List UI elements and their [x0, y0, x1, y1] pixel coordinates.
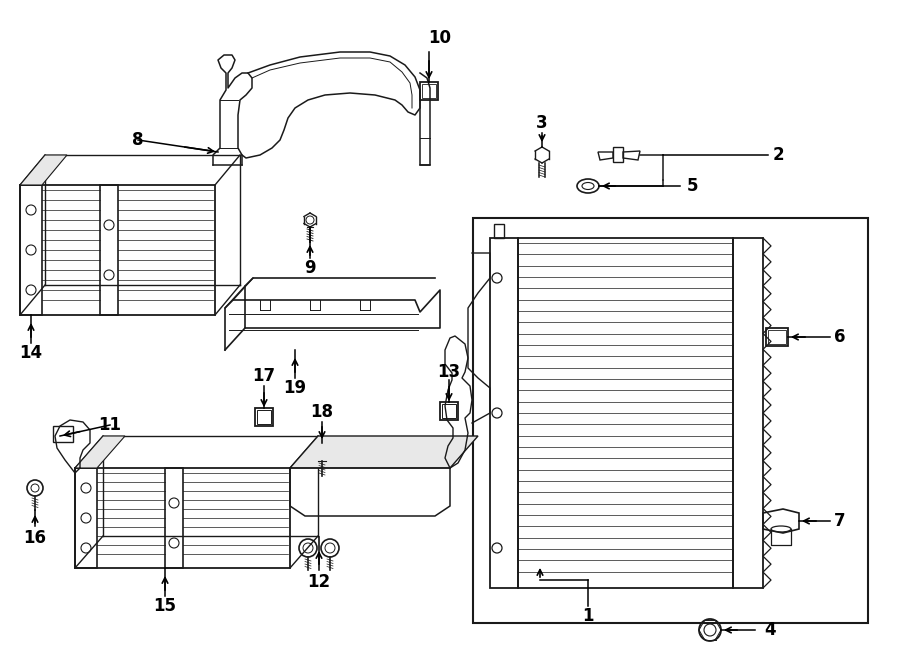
- Text: 1: 1: [582, 607, 594, 625]
- Polygon shape: [75, 436, 125, 468]
- Text: 17: 17: [252, 367, 275, 385]
- Bar: [20, 185, 42, 315]
- Bar: [442, 404, 456, 418]
- Bar: [440, 402, 458, 420]
- Bar: [733, 238, 763, 588]
- Bar: [766, 328, 788, 346]
- Text: 16: 16: [23, 529, 47, 547]
- Text: 9: 9: [304, 259, 316, 277]
- Text: 13: 13: [437, 363, 461, 381]
- Bar: [100, 185, 118, 315]
- Polygon shape: [20, 155, 67, 185]
- Bar: [420, 82, 438, 100]
- Text: 14: 14: [20, 344, 42, 362]
- Bar: [422, 84, 436, 98]
- Bar: [20, 185, 215, 315]
- Bar: [75, 468, 97, 568]
- Text: 4: 4: [764, 621, 776, 639]
- Text: 7: 7: [834, 512, 846, 530]
- Bar: [257, 410, 271, 424]
- Text: 12: 12: [308, 573, 330, 591]
- Text: 6: 6: [834, 328, 846, 346]
- Text: 10: 10: [428, 29, 452, 47]
- Bar: [165, 468, 183, 568]
- Bar: [518, 238, 733, 588]
- Bar: [75, 468, 290, 568]
- Bar: [768, 330, 786, 344]
- Bar: [494, 224, 504, 238]
- Bar: [255, 408, 273, 426]
- Text: 3: 3: [536, 114, 548, 132]
- Polygon shape: [290, 436, 478, 468]
- Bar: [53, 426, 73, 442]
- Text: 15: 15: [154, 597, 176, 615]
- Text: 11: 11: [98, 416, 122, 434]
- Bar: [490, 238, 518, 588]
- Text: 2: 2: [772, 146, 784, 164]
- Text: 19: 19: [284, 379, 307, 397]
- Text: 5: 5: [686, 177, 698, 195]
- Text: 18: 18: [310, 403, 334, 421]
- Text: 8: 8: [132, 131, 144, 149]
- Bar: [473, 218, 868, 623]
